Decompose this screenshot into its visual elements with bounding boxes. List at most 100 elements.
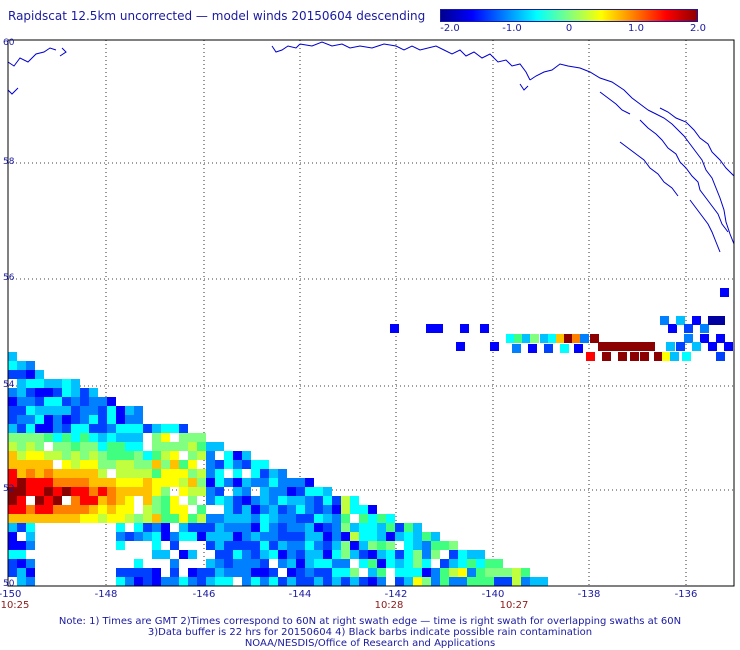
- wind-cell: [296, 478, 305, 487]
- wind-cell: [116, 406, 125, 415]
- wind-cell: [350, 541, 359, 550]
- wind-cell: [480, 324, 489, 333]
- wind-cell: [278, 577, 287, 586]
- wind-cell: [278, 487, 287, 496]
- wind-cell: [134, 577, 143, 586]
- wind-cell: [359, 523, 368, 532]
- wind-cell: [287, 487, 296, 496]
- wind-cell: [17, 361, 26, 370]
- wind-cell: [161, 433, 170, 442]
- wind-cell: [359, 532, 368, 541]
- wind-cell: [134, 487, 143, 496]
- wind-cell: [107, 514, 116, 523]
- wind-cell: [116, 496, 125, 505]
- wind-cell: [125, 415, 134, 424]
- wind-cell: [17, 514, 26, 523]
- wind-cell: [26, 370, 35, 379]
- wind-cell: [332, 577, 341, 586]
- wind-cell: [323, 523, 332, 532]
- wind-cell: [506, 334, 515, 343]
- wind-cell: [143, 577, 152, 586]
- wind-cell: [134, 478, 143, 487]
- lat-label-50: 50: [3, 579, 15, 589]
- wind-cell: [676, 342, 685, 351]
- wind-cell: [305, 568, 314, 577]
- wind-cell: [377, 541, 386, 550]
- wind-cell: [314, 514, 323, 523]
- wind-cell: [71, 487, 80, 496]
- wind-cell: [62, 379, 71, 388]
- wind-cell: [368, 523, 377, 532]
- note-line-3: NOAA/NESDIS/Office of Research and Appli…: [244, 638, 496, 649]
- wind-cell: [395, 532, 404, 541]
- wind-cell: [44, 415, 53, 424]
- wind-cell: [260, 478, 269, 487]
- wind-cell: [17, 379, 26, 388]
- wind-cell: [62, 406, 71, 415]
- wind-cell: [359, 514, 368, 523]
- wind-cell: [71, 379, 80, 388]
- wind-cell: [143, 487, 152, 496]
- note-line-2: 3)Data buffer is 22 hrs for 20150604 4) …: [147, 627, 593, 638]
- wind-cell: [395, 568, 404, 577]
- wind-cell: [692, 316, 701, 325]
- wind-cell: [395, 559, 404, 568]
- wind-cell: [17, 478, 26, 487]
- lat-label-60: 60: [3, 38, 15, 48]
- wind-cell: [460, 324, 469, 333]
- wind-cell: [44, 460, 53, 469]
- wind-cell: [17, 397, 26, 406]
- wind-cell: [98, 487, 107, 496]
- wind-cell: [53, 496, 62, 505]
- wind-cell: [422, 550, 431, 559]
- wind-cell: [71, 514, 80, 523]
- wind-cell: [287, 550, 296, 559]
- wind-cell: [224, 514, 233, 523]
- wind-cell: [700, 324, 709, 333]
- wind-cell: [233, 469, 242, 478]
- wind-cell: [386, 550, 395, 559]
- wind-cell: [305, 514, 314, 523]
- wind-cell: [490, 342, 499, 351]
- wind-cell: [206, 460, 215, 469]
- colorbar-tick-label: 2.0: [690, 23, 706, 34]
- wind-cell: [26, 379, 35, 388]
- wind-cell: [251, 568, 260, 577]
- wind-cell: [323, 487, 332, 496]
- wind-cell: [188, 532, 197, 541]
- wind-cell: [377, 550, 386, 559]
- wind-cell: [260, 496, 269, 505]
- wind-cell: [332, 568, 341, 577]
- wind-cell: [26, 523, 35, 532]
- wind-cell: [708, 342, 717, 351]
- wind-cell: [188, 577, 197, 586]
- wind-cell: [630, 352, 639, 361]
- wind-cell: [560, 344, 569, 353]
- wind-cell: [305, 541, 314, 550]
- wind-cell: [89, 451, 98, 460]
- wind-cell: [134, 442, 143, 451]
- wind-cell: [62, 514, 71, 523]
- wind-cell: [404, 523, 413, 532]
- wind-cell: [242, 514, 251, 523]
- wind-cell: [350, 568, 359, 577]
- wind-cell: [8, 424, 17, 433]
- wind-cell: [618, 352, 627, 361]
- wind-cell: [404, 541, 413, 550]
- wind-cell: [161, 469, 170, 478]
- wind-cell: [323, 541, 332, 550]
- wind-cell: [206, 514, 215, 523]
- wind-cell: [305, 577, 314, 586]
- wind-cell: [80, 469, 89, 478]
- wind-cell: [197, 568, 206, 577]
- wind-cell: [44, 514, 53, 523]
- wind-cell: [296, 568, 305, 577]
- wind-cell: [350, 505, 359, 514]
- wind-cell: [125, 568, 134, 577]
- lat-label-52: 52: [3, 484, 15, 494]
- wind-cell: [215, 460, 224, 469]
- wind-cell: [89, 442, 98, 451]
- wind-cell: [422, 559, 431, 568]
- wind-cell: [224, 532, 233, 541]
- wind-cell: [26, 478, 35, 487]
